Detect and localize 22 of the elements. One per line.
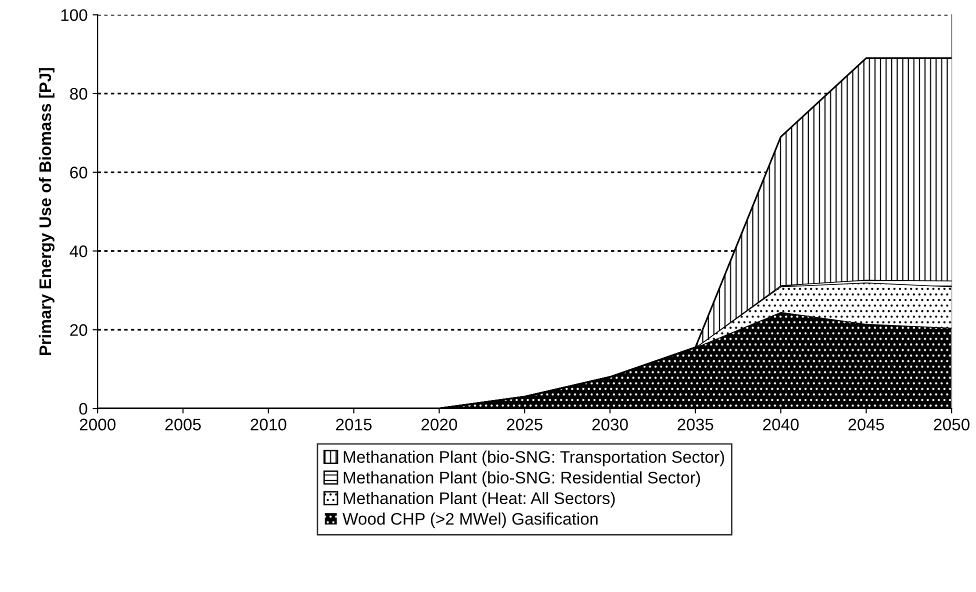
x-tick-label: 2010 [250,418,286,430]
legend-label: Wood CHP (>2 MWel) Gasification [342,512,598,528]
y-tick-label: 100 [61,9,88,22]
x-tick-label: 2035 [678,418,714,430]
x-tick-label: 2045 [848,418,884,430]
legend-label: Methanation Plant (bio-SNG: Residential Sector) [344,471,700,487]
x-tick-label: 2015 [336,418,372,430]
legend-label: Methanation Plant (bio-SNG: Transportation Sector) [344,450,724,466]
y-tick-label: 80 [70,88,88,100]
legend-label: Methanation Plant (Heat: All Sectors) [344,492,615,508]
x-tick-label: 2030 [592,418,628,430]
y-tick-label: 40 [70,245,88,258]
x-tick-label: 2025 [506,418,542,430]
y-tick-label: 60 [70,166,88,178]
y-tick-label: 20 [70,324,88,336]
x-tick-label: 2020 [422,418,458,430]
x-tick-label: 2000 [80,418,116,430]
y-axis-title: Primary Energy Use of Biomass [PJ] [38,68,55,356]
x-tick-label: 2040 [763,418,799,430]
x-tick-label: 2005 [165,418,201,430]
y-tick-label: 0 [79,402,88,415]
x-tick-label: 2050 [934,418,970,430]
